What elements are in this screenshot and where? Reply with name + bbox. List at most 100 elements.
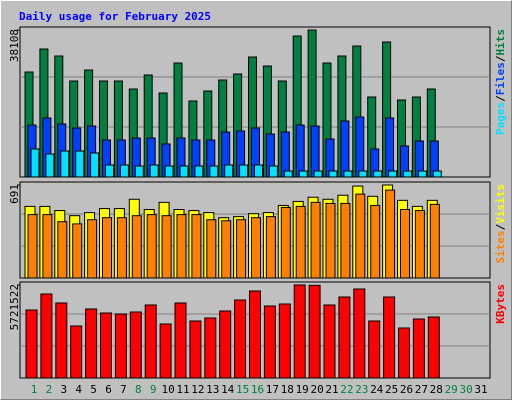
bar [129, 311, 142, 379]
x-tick-label: 14 [221, 383, 235, 396]
x-tick-label: 24 [370, 383, 384, 396]
x-tick-label: 11 [176, 383, 189, 396]
bar [310, 125, 320, 178]
bar [385, 117, 395, 178]
bar [57, 221, 68, 279]
x-tick-label: 6 [105, 383, 112, 396]
bar [355, 193, 366, 279]
bar [295, 124, 305, 178]
x-tick-label: 20 [310, 383, 323, 396]
bar [283, 170, 293, 178]
x-tick-label: 29 [445, 383, 458, 396]
bar [328, 170, 338, 178]
x-tick-label: 31 [474, 383, 487, 396]
bar [268, 165, 278, 178]
y-tick-label: 691 [8, 184, 21, 204]
bar [204, 317, 217, 379]
bar [40, 293, 53, 379]
bar [414, 210, 425, 279]
bar [295, 205, 306, 279]
bar [161, 215, 172, 279]
bar [412, 318, 425, 379]
bar [75, 150, 85, 178]
bar [388, 170, 398, 178]
bar [278, 303, 291, 379]
bar [105, 164, 114, 178]
bar [164, 165, 174, 178]
legend: Sites/Visits [494, 184, 507, 264]
legend-entry: KBytes [494, 284, 507, 324]
bar [60, 150, 70, 178]
bar [383, 296, 396, 379]
bar [45, 153, 55, 178]
bar [114, 313, 127, 379]
bar [209, 165, 219, 178]
bar [30, 148, 40, 178]
bar [249, 290, 261, 379]
bar [90, 152, 100, 178]
bar [27, 214, 38, 279]
x-tick-label: 30 [459, 383, 472, 396]
bar [398, 327, 410, 379]
bar [70, 325, 83, 379]
bar [219, 310, 232, 379]
x-tick-label: 25 [385, 383, 398, 396]
bar [373, 170, 383, 178]
bar [265, 216, 276, 279]
bar [400, 208, 410, 279]
x-tick-label: 28 [430, 383, 443, 396]
legend-separator: / [494, 95, 507, 102]
bar [236, 219, 247, 279]
bar [338, 296, 351, 379]
bar [325, 202, 336, 279]
legend-entry: Hits [494, 29, 507, 56]
bar [358, 170, 368, 178]
x-tick-label: 18 [281, 383, 294, 396]
bar [263, 305, 276, 379]
bar [100, 312, 112, 379]
bar [432, 170, 442, 178]
bar [417, 170, 427, 178]
x-tick-label: 19 [296, 383, 309, 396]
legend-entry: Visits [494, 184, 507, 224]
bar [254, 164, 263, 178]
bar [194, 165, 204, 178]
bar [85, 308, 98, 379]
x-tick-label: 13 [206, 383, 219, 396]
x-tick-label: 1 [31, 383, 38, 396]
x-tick-label: 7 [120, 383, 127, 396]
legend-entry: Sites [494, 230, 507, 263]
x-tick-label: 22 [340, 383, 353, 396]
bar [280, 131, 290, 178]
bar [191, 214, 202, 279]
x-tick-label: 21 [325, 383, 338, 396]
legend: Pages/Files/Hits [494, 29, 507, 135]
legend-entry: Pages [494, 102, 507, 135]
bar [280, 206, 291, 279]
x-tick-label: 27 [415, 383, 428, 396]
x-tick-label: 26 [400, 383, 413, 396]
bar [427, 316, 440, 379]
bar [146, 214, 157, 279]
bar [87, 219, 98, 279]
bar [174, 302, 187, 379]
x-tick-label: 5 [90, 383, 97, 396]
x-tick-label: 9 [150, 383, 157, 396]
bar [323, 304, 336, 379]
x-tick-label: 12 [191, 383, 204, 396]
bar [298, 170, 308, 178]
legend-separator: / [494, 223, 507, 230]
bar [179, 165, 189, 178]
bar [119, 164, 129, 178]
legend: KBytes [494, 284, 507, 324]
bar [340, 120, 350, 178]
bar [370, 204, 381, 279]
x-tick-label: 10 [161, 383, 174, 396]
bar [234, 299, 247, 379]
bar [55, 302, 68, 379]
legend-entry: Files [494, 62, 507, 95]
bar [340, 202, 351, 279]
